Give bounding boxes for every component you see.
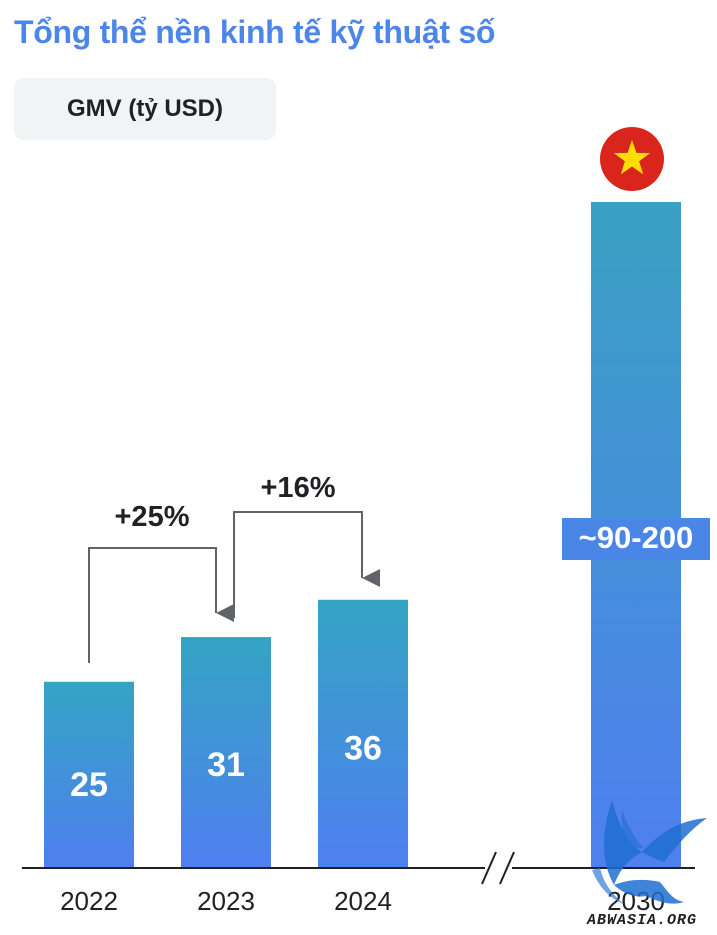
tick-label-2023: 2023 [197,886,255,916]
bar-2024 [318,599,408,868]
axis-break-mark-2 [499,851,515,885]
star-icon [613,140,651,175]
data-label-2023: 31 [207,746,245,784]
growth-arrow-2023-2024 [233,511,380,618]
winged-creature-logo-icon: ABWASIA.ORG [586,800,707,929]
data-label-bg-2030 [562,518,710,560]
axis-break-mark-1 [481,851,497,885]
tick-label-2022: 2022 [60,886,118,916]
metric-badge: GMV (tỷ USD) [14,78,276,140]
bar-2022 [44,681,134,868]
growth-label-2023-2024: +16% [261,472,336,504]
data-label-2030: ~90-200 [579,520,694,555]
page-title: Tổng thể nền kinh tế kỹ thuật số [14,14,496,50]
data-label-2022: 25 [70,766,108,804]
bar-2023 [181,637,271,868]
growth-arrow-2022-2023 [88,547,234,663]
watermark-text: ABWASIA.ORG [586,912,697,929]
growth-label-2022-2023: +25% [115,501,190,533]
data-label-2024: 36 [344,729,382,767]
tick-label-2024: 2024 [334,886,392,916]
